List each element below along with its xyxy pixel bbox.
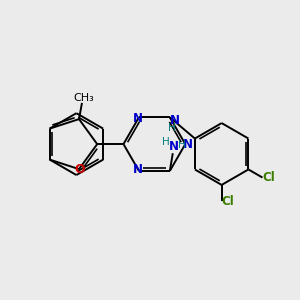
- Text: H: H: [178, 140, 186, 150]
- Text: Cl: Cl: [222, 195, 235, 208]
- Text: H: H: [168, 123, 176, 133]
- Text: O: O: [75, 163, 85, 176]
- Text: N: N: [133, 112, 142, 125]
- Text: Cl: Cl: [262, 171, 275, 184]
- Text: N: N: [183, 138, 193, 151]
- Text: N: N: [133, 163, 142, 176]
- Text: CH₃: CH₃: [73, 93, 94, 103]
- Text: H: H: [162, 137, 170, 147]
- Text: N: N: [169, 140, 179, 153]
- Text: N: N: [170, 114, 180, 128]
